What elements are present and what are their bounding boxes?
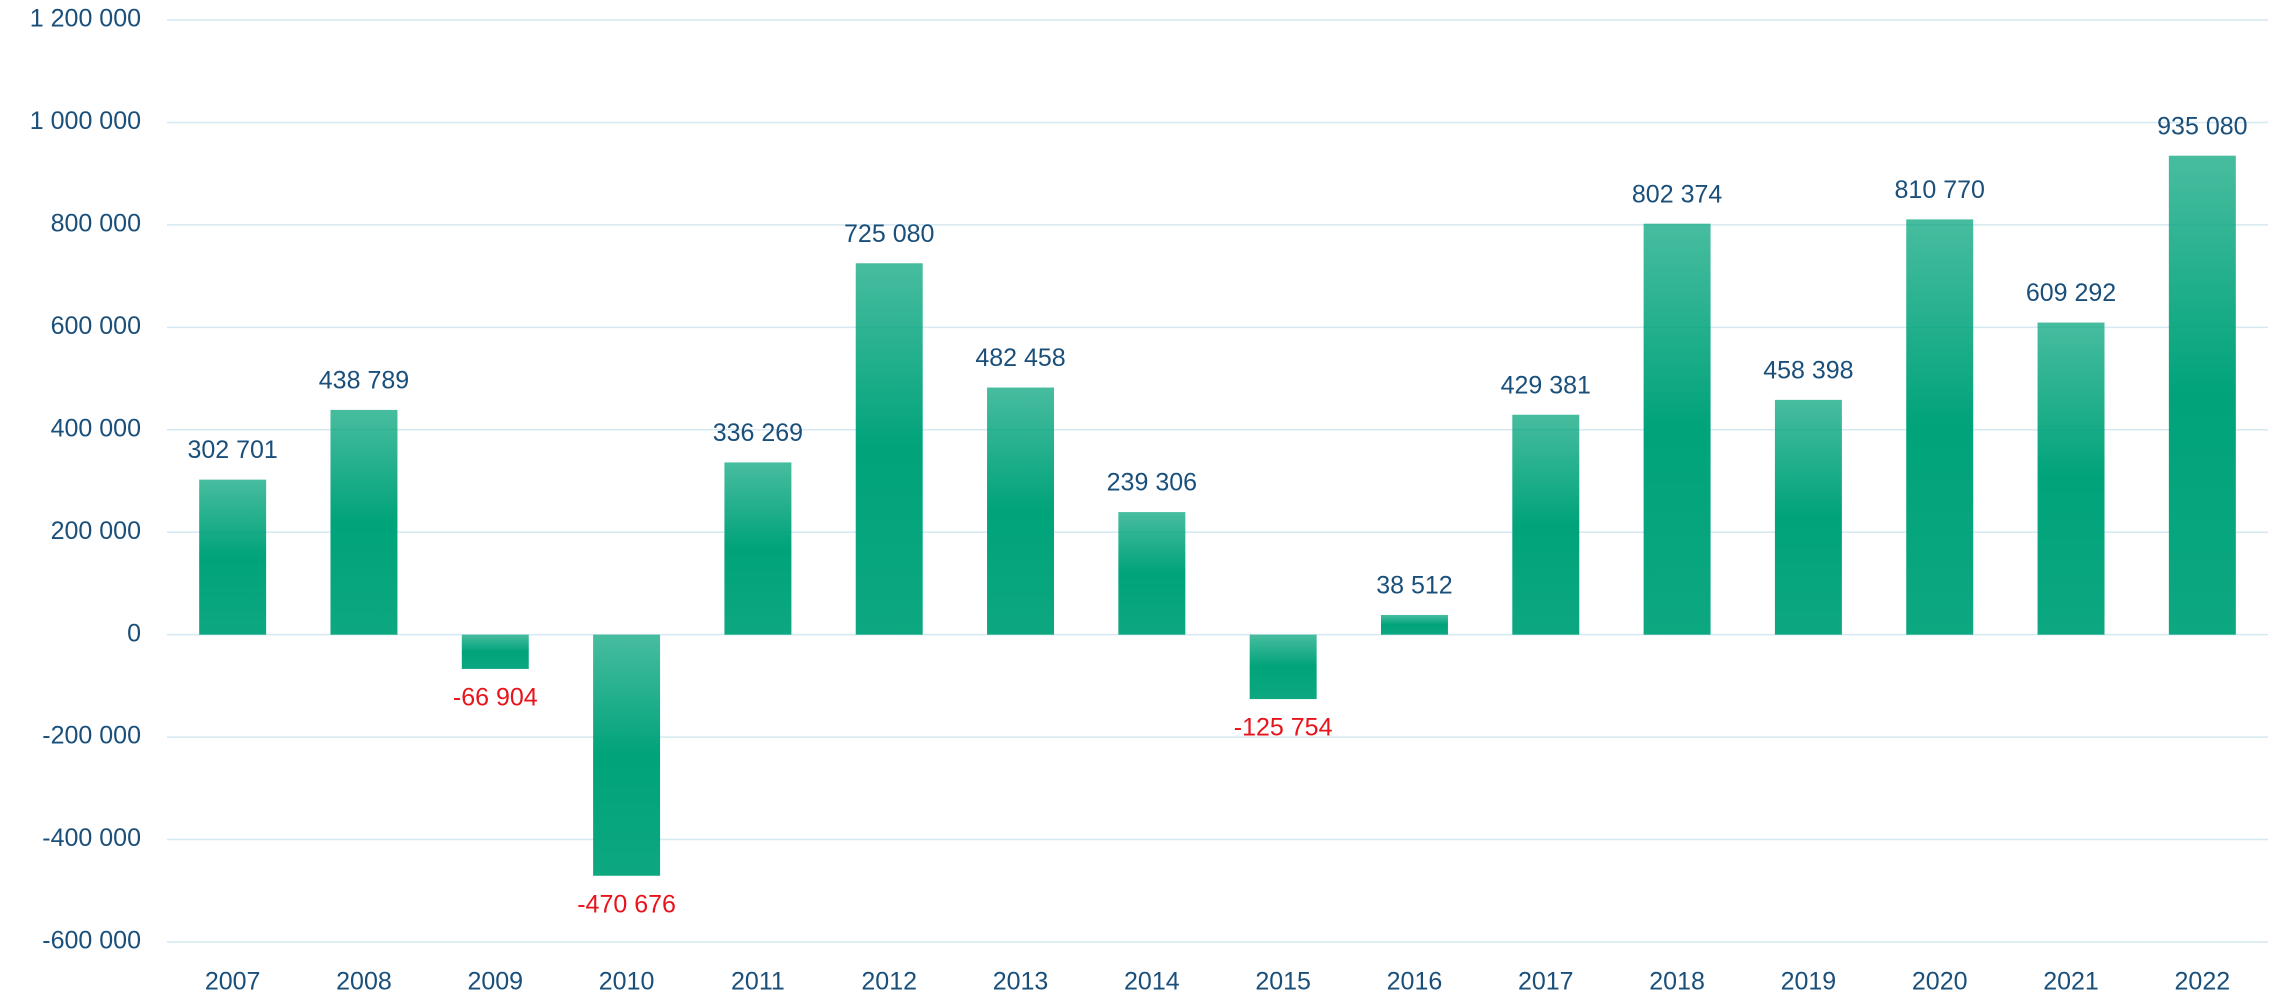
x-tick-label: 2019 [1781,968,1837,996]
y-tick-label: -200 000 [42,722,141,750]
y-tick-label: 800 000 [51,209,141,237]
bar [724,462,792,635]
value-label: -125 754 [1234,714,1333,742]
value-label: 725 080 [844,220,934,248]
bar [1249,634,1317,700]
bar [2037,322,2105,635]
value-label: 438 789 [319,367,409,395]
bar [2168,155,2236,635]
bar [1380,614,1448,635]
value-label: 239 306 [1107,469,1197,497]
x-tick-label: 2017 [1518,968,1574,996]
x-tick-label: 2011 [731,968,785,996]
y-tick-label: 400 000 [51,414,141,442]
x-tick-label: 2022 [2175,968,2231,996]
bar [987,387,1055,635]
x-tick-label: 2015 [1255,968,1311,996]
value-label: 38 512 [1376,572,1452,600]
x-tick-label: 2018 [1649,968,1705,996]
x-tick-label: 2012 [861,968,917,996]
y-tick-label: 200 000 [51,517,141,545]
value-label: 935 080 [2157,112,2247,140]
x-tick-label: 2010 [599,968,655,996]
bar [1512,414,1580,635]
bar [1774,399,1842,635]
y-tick-label: 0 [127,619,141,647]
value-label: 302 701 [187,436,277,464]
bar [1643,223,1711,635]
y-tick-label: -400 000 [42,824,141,852]
x-tick-label: 2016 [1387,968,1443,996]
bar [330,409,398,635]
x-tick-label: 2007 [205,968,261,996]
y-tick-label: -600 000 [42,927,141,955]
value-label: 429 381 [1501,371,1591,399]
x-tick-label: 2009 [467,968,523,996]
x-tick-label: 2013 [993,968,1049,996]
bar [1906,219,1974,635]
y-tick-label: 1 200 000 [30,5,141,33]
value-label: -470 676 [577,890,676,918]
value-label: 810 770 [1895,176,1985,204]
bar [593,634,661,876]
value-label: 802 374 [1632,180,1722,208]
x-tick-label: 2014 [1124,968,1180,996]
x-tick-label: 2008 [336,968,392,996]
value-label: -66 904 [453,684,538,712]
x-tick-label: 2020 [1912,968,1968,996]
y-tick-label: 600 000 [51,312,141,340]
bar [199,479,267,635]
bar [461,634,529,669]
value-label: 609 292 [2026,279,2116,307]
y-tick-label: 1 000 000 [30,107,141,135]
bar [855,263,923,635]
bar [1118,512,1186,635]
x-tick-label: 2021 [2043,968,2099,996]
value-label: 482 458 [975,344,1065,372]
value-label: 458 398 [1763,356,1853,384]
value-label: 336 269 [713,419,803,447]
